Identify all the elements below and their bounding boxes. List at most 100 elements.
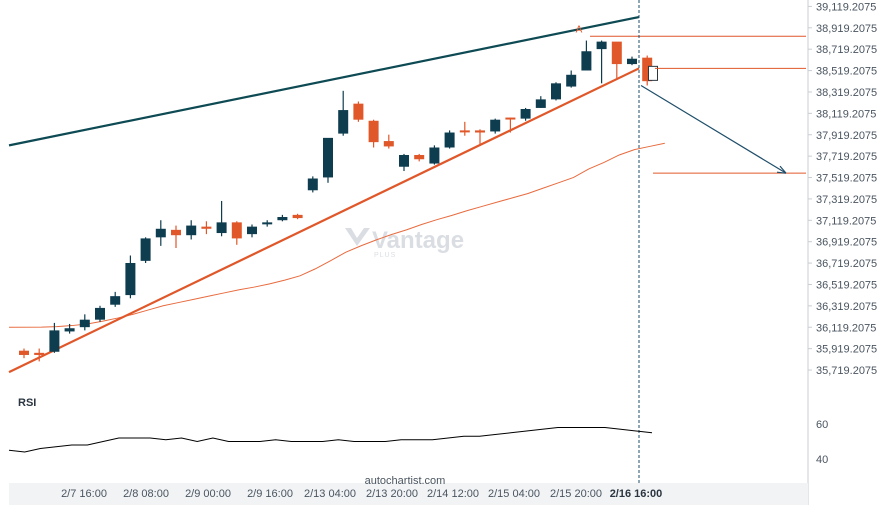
candle [642,55,653,86]
candle [95,305,105,322]
candle-body [262,222,273,225]
candle-body [49,330,60,352]
candle-body [64,328,75,332]
candle [368,119,379,148]
candle-body [353,103,364,120]
candle-body [277,217,288,221]
candle [383,134,394,149]
candle-body [368,120,379,143]
y-tick-label: 36,919.2075 [816,237,877,249]
candle [277,214,288,222]
candle-body [110,296,121,305]
y-tick-label: 39,119.2075 [816,1,876,13]
candle [231,221,242,245]
candle [110,291,121,307]
x-tick-label: 2/8 08:00 [123,488,169,500]
y-tick-label: 37,719.2075 [816,151,877,163]
candle [307,176,318,193]
candle-body [292,214,303,219]
candle-body [520,108,531,119]
candle [581,40,592,71]
candle [155,220,166,246]
candle [338,90,349,136]
candle [490,118,501,134]
candle [292,213,303,220]
candle-body [383,141,394,147]
candle-body [490,119,501,132]
candle-body [307,178,318,191]
x-axis-band [9,483,808,505]
candle [247,224,257,238]
candle [64,323,75,334]
candle-body [155,228,166,238]
candle-body [34,352,45,355]
rsi-tick-label: 40 [816,454,828,466]
moving-average-line [8,142,665,328]
y-tick-label: 36,519.2075 [816,279,877,291]
y-tick-label: 36,119.2075 [816,322,876,334]
candle-body [201,226,212,229]
candle [186,220,197,240]
y-tick-label: 37,519.2075 [816,173,877,185]
y-tick-label: 38,319.2075 [816,87,877,99]
x-tick-label: 2/14 12:00 [427,488,479,500]
point-a-label: A [576,24,583,35]
watermark-brand: Vantage [372,227,464,254]
x-tick-label: 2/9 16:00 [247,488,293,500]
y-tick-label: 38,919.2075 [816,23,877,35]
candle-body [611,41,622,65]
candle [444,130,455,149]
candle [520,107,531,121]
candle [201,221,212,235]
candle [566,70,577,88]
candle [611,41,622,78]
y-tick-label: 36,719.2075 [816,258,877,270]
candle [551,82,561,101]
projection-arrow-line [640,84,787,174]
x-tick-label: 2/16 16:00 [610,488,663,500]
candle-body [125,262,136,296]
candle-body [338,110,349,134]
candle [475,129,485,145]
candle [34,348,45,362]
candle-body [475,130,485,133]
candle-body [642,57,653,82]
upper-trendline [8,15,640,147]
x-tick-label: 2/13 04:00 [304,488,356,500]
candle [125,255,136,299]
watermark: Vantage PLUS [345,227,464,259]
x-tick-label: 2/15 04:00 [488,488,540,500]
candle [353,101,364,122]
rsi-line [8,427,653,453]
candle-body [399,154,409,167]
candle [596,40,607,84]
projected-candle [648,65,658,81]
candle-body [247,226,257,235]
rsi-label: RSI [18,397,36,409]
candle [171,225,181,249]
candle-body [231,222,242,239]
candle-body [140,238,151,261]
x-tick-label: 2/13 20:00 [366,488,418,500]
candle-body [171,229,181,236]
candle-body [566,74,577,87]
y-tick-label: 36,319.2075 [816,301,877,313]
y-tick-label: 37,919.2075 [816,130,877,142]
candle-body [505,117,516,120]
candle [429,145,440,165]
y-tick-label: 35,919.2075 [816,344,877,356]
candle [19,348,29,359]
candle-body [596,41,607,50]
rsi-tick-label: 60 [816,419,828,431]
candle-body [19,350,29,355]
y-tick-label: 35,719.2075 [816,365,877,377]
candle-body [79,319,90,328]
projection-arrowhead [776,165,787,174]
y-tick-label: 37,319.2075 [816,194,877,206]
candle [459,121,470,136]
candle-body [459,130,470,133]
y-tick-label: 37,119.2075 [816,215,876,227]
candle-body [429,147,440,164]
